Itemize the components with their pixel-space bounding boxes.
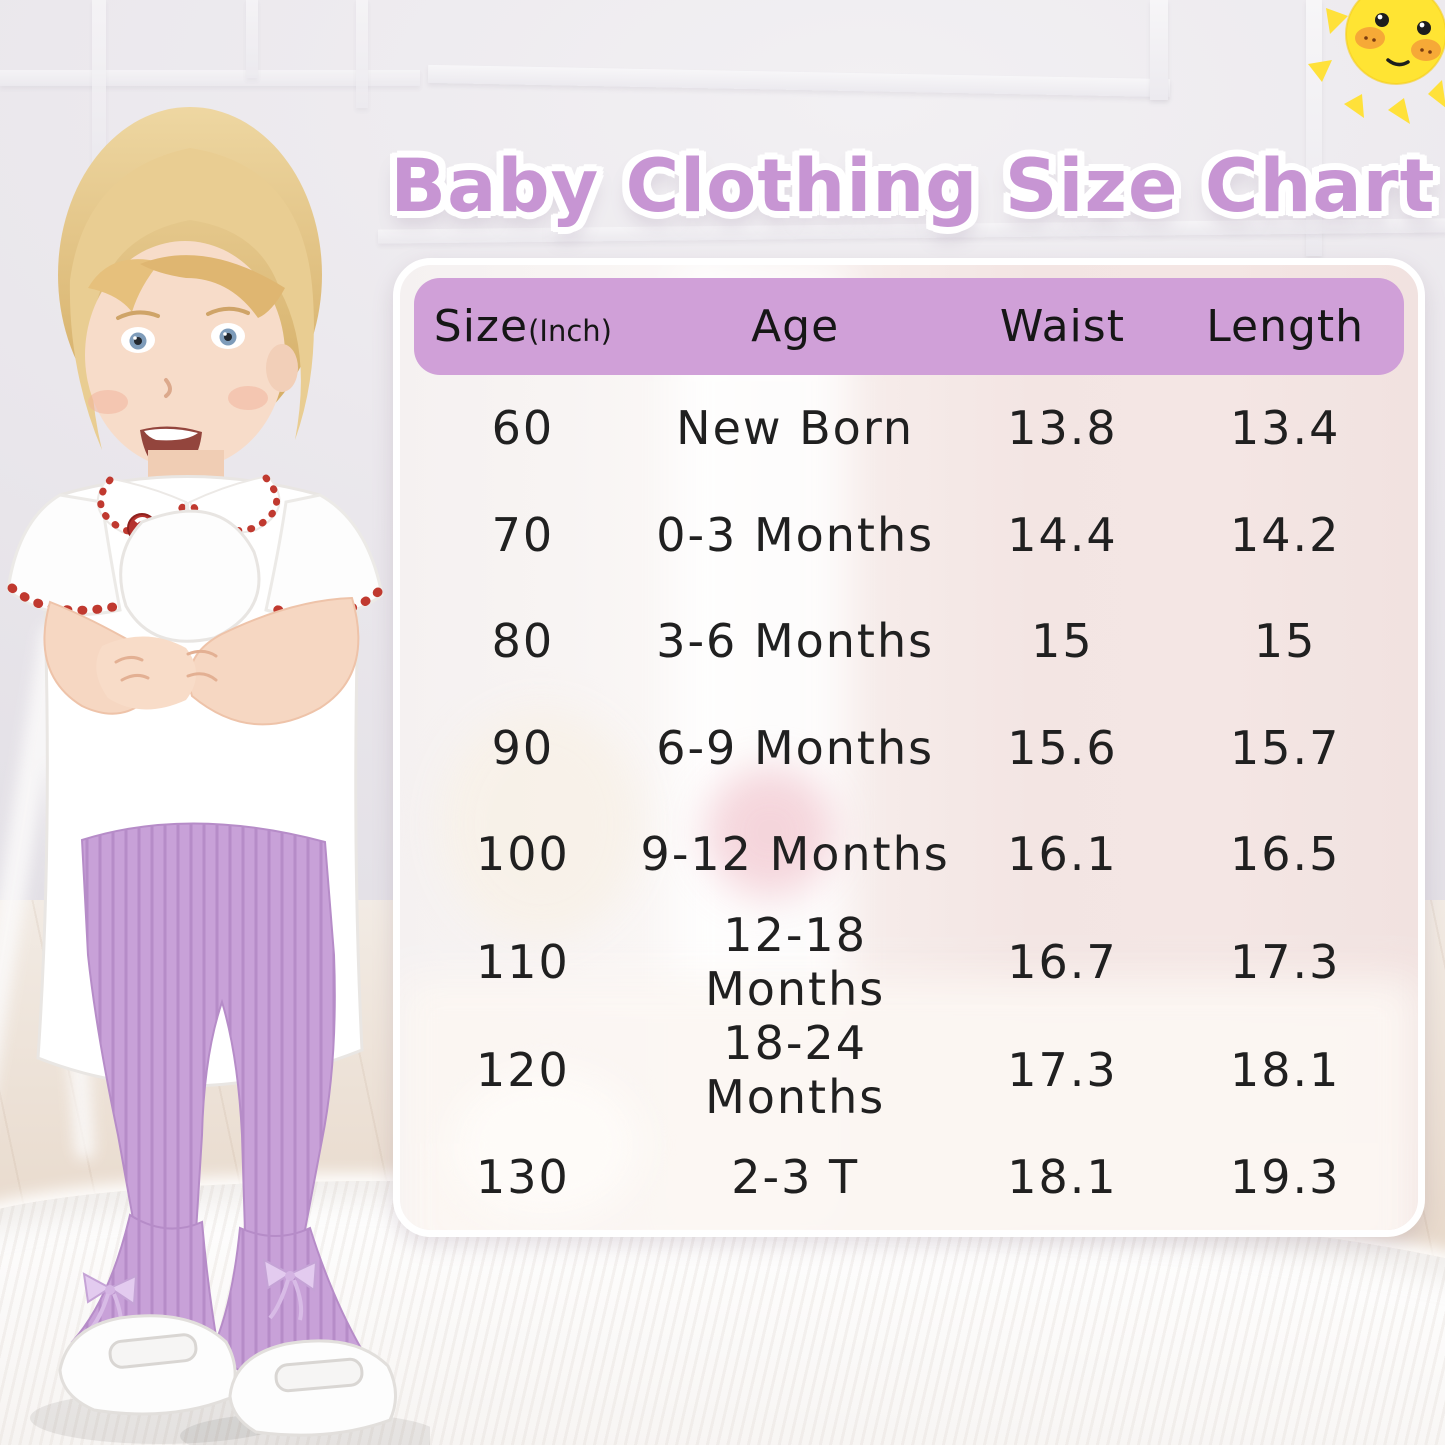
baby-hands (96, 636, 196, 710)
cell-waist: 16.7 (1007, 934, 1118, 989)
wall-molding (427, 64, 1171, 98)
cell-age: 6-9 Months (656, 720, 935, 775)
velcro-strap (108, 1333, 198, 1369)
baby-photo (6, 107, 430, 1445)
col-header-waist: Waist (999, 301, 1125, 352)
collar-trim-red (97, 476, 188, 537)
cell-waist: 15 (1031, 614, 1094, 669)
baby-face (85, 241, 298, 472)
cell-age: 0-3 Months (656, 507, 935, 562)
baby-nose (164, 378, 172, 398)
wall-molding (1150, 0, 1168, 100)
cell-age: New Born (676, 401, 915, 456)
white-cloth (119, 509, 261, 643)
cell-age: 9-12 Months (640, 827, 950, 882)
cell-age: 2-3 T (731, 1149, 860, 1204)
cell-size: 120 (475, 1042, 570, 1097)
sleeve-trim-red (265, 587, 383, 619)
cell-waist: 14.4 (1007, 507, 1118, 562)
cell-waist: 13.8 (1007, 401, 1118, 456)
cell-size: 130 (475, 1149, 570, 1204)
cell-age: 12-18 Months (705, 907, 886, 1016)
cell-waist: 15.6 (1007, 720, 1118, 775)
cell-length: 18.1 (1229, 1042, 1341, 1097)
table-row: 110 12-18 Months 16.7 17.3 (414, 908, 1404, 1016)
cell-age: 18-24 Months (705, 1015, 886, 1124)
cell-length: 15 (1253, 614, 1317, 669)
baby-eyes (116, 306, 250, 353)
blurred-towel (450, 1070, 641, 1221)
sun-face (1355, 13, 1441, 67)
cell-waist: 18.1 (1007, 1149, 1118, 1204)
baby-arms (43, 596, 360, 726)
table-body: 60 New Born 13.8 13.4 70 0-3 Months 14.4… (414, 375, 1404, 1230)
table-row: 70 0-3 Months 14.4 14.2 (414, 482, 1404, 589)
ankle-bow (262, 1258, 318, 1321)
col-header-age: Age (751, 301, 840, 352)
cell-length: 17.3 (1229, 934, 1341, 989)
cell-size: 60 (491, 401, 555, 456)
cell-size: 70 (491, 507, 555, 562)
col-header-size-unit: (Inch) (528, 314, 612, 348)
baby-shoes (30, 1314, 430, 1445)
cell-length: 16.5 (1229, 827, 1341, 882)
table-header: Size(Inch) Age Waist Length (414, 278, 1404, 375)
cell-length: 19.3 (1229, 1149, 1341, 1204)
wall-molding (246, 0, 258, 78)
cell-length: 13.4 (1229, 401, 1341, 456)
table-row: 60 New Born 13.8 13.4 (414, 375, 1404, 482)
wall-molding (356, 0, 368, 108)
cell-waist: 16.1 (1007, 827, 1118, 882)
cell-size: 100 (475, 827, 570, 882)
velcro-strap (274, 1357, 364, 1393)
size-chart-panel: Size(Inch) Age Waist Length 60 New Born … (393, 258, 1425, 1237)
cell-size: 80 (491, 614, 555, 669)
table-row: 90 6-9 Months 15.6 15.7 (414, 695, 1404, 802)
cell-length: 14.2 (1229, 507, 1341, 562)
sun-icon (1308, 0, 1445, 124)
cell-age: 3-6 Months (656, 614, 935, 669)
wall-molding (92, 0, 106, 168)
cell-waist: 17.3 (1007, 1042, 1118, 1097)
table-row: 100 9-12 Months 16.1 16.5 (414, 801, 1404, 908)
cell-size: 110 (475, 934, 570, 989)
cell-size: 90 (491, 720, 555, 775)
col-header-size: Size(Inch) (414, 301, 632, 352)
table-row: 130 2-3 T 18.1 19.3 (414, 1124, 1404, 1231)
col-header-size-label: Size (433, 301, 529, 352)
blurred-teddy (440, 708, 641, 939)
table-row: 80 3-6 Months 15 15 (414, 588, 1404, 695)
cell-length: 15.7 (1229, 720, 1341, 775)
table-row: 120 18-24 Months 17.3 18.1 (414, 1016, 1404, 1124)
blurred-pink-ball (705, 766, 836, 897)
baby-pants-lavender (70, 822, 364, 1388)
page-title: Baby Clothing Size Chart (390, 144, 1436, 229)
col-header-length: Length (1206, 301, 1365, 352)
